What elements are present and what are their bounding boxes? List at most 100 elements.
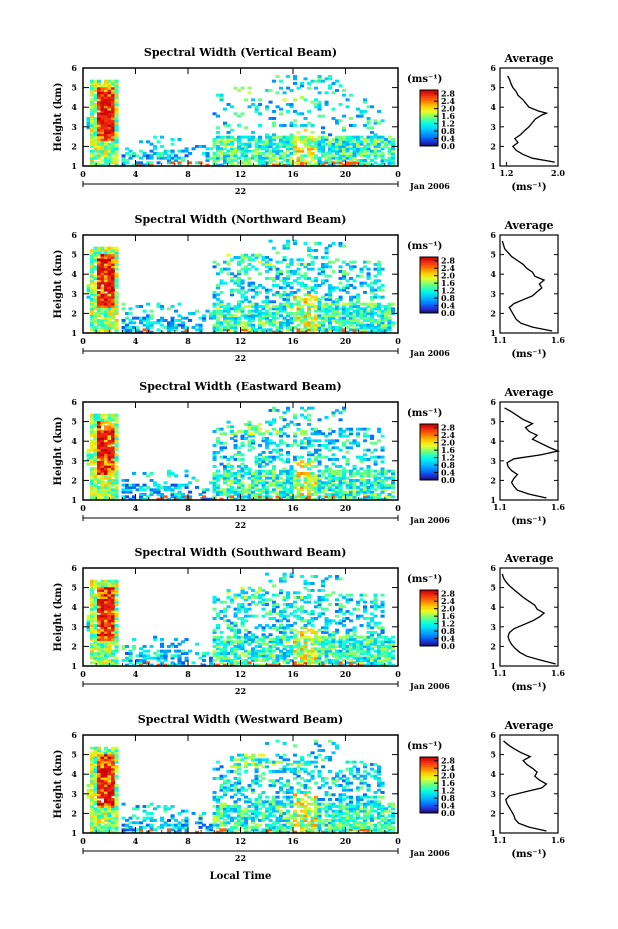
heatmap-cell [331, 163, 336, 167]
heatmap-cell [324, 619, 329, 623]
heatmap-cell [282, 135, 287, 139]
heatmap-cell [265, 659, 270, 662]
heatmap-cell [191, 661, 196, 665]
heatmap-cell [293, 621, 298, 625]
heatmap-cell [272, 427, 277, 431]
heatmap-cell [331, 260, 336, 264]
heatmap-cell [286, 638, 291, 641]
heatmap-cell [240, 488, 245, 492]
heatmap-cell [223, 161, 228, 165]
heatmap-cell [272, 279, 277, 283]
heatmap-cell [384, 486, 389, 489]
heatmap-cell [342, 138, 347, 141]
heatmap-cell [90, 312, 95, 315]
heatmap-cell [100, 479, 105, 482]
heatmap-cell [97, 444, 102, 447]
heatmap-cell [97, 432, 102, 436]
heatmap-cell [90, 107, 95, 111]
heatmap-cell [93, 260, 98, 264]
heatmap-cell [300, 497, 305, 501]
heatmap-cell [198, 328, 203, 332]
heatmap-cell [279, 652, 284, 655]
heatmap-cell [233, 307, 238, 311]
heatmap-cell [328, 427, 333, 431]
heatmap-cell [114, 121, 119, 125]
heatmap-cell [111, 635, 116, 639]
heatmap-cell [114, 89, 119, 92]
heatmap-cell [324, 455, 329, 459]
heatmap-cell [121, 330, 126, 334]
heatmap-cell [265, 270, 270, 273]
heatmap-cell [286, 246, 291, 250]
heatmap-cell [349, 265, 354, 269]
heatmap-cell [226, 663, 231, 667]
heatmap-cell [233, 439, 238, 443]
heatmap-cell [324, 142, 329, 146]
x-tick-label: 8 [185, 336, 191, 346]
heatmap-cell [307, 474, 312, 478]
heatmap-cell [125, 161, 130, 165]
heatmap-cell [104, 295, 109, 299]
heatmap-cell [247, 281, 252, 285]
heatmap-cell [296, 86, 301, 90]
heatmap-cell [184, 638, 189, 641]
heatmap-cell [342, 142, 347, 146]
heatmap-cell [114, 93, 119, 97]
heatmap-cell [307, 302, 312, 306]
heatmap-cell [111, 119, 116, 123]
heatmap-cell [160, 486, 165, 489]
heatmap-cell [286, 652, 291, 655]
heatmap-cell [114, 298, 119, 301]
heatmap-cell [303, 314, 308, 318]
heatmap-cell [261, 159, 266, 162]
heatmap-cell [258, 159, 263, 162]
heatmap-cell [170, 142, 175, 146]
heatmap-cell [237, 661, 242, 665]
heatmap-cell [100, 444, 105, 447]
heatmap-cell [289, 483, 294, 487]
heatmap-cell [258, 458, 263, 461]
heatmap-cell [86, 621, 91, 625]
heatmap-cell [111, 323, 116, 327]
heatmap-cell [114, 103, 119, 106]
heatmap-cell [125, 663, 130, 667]
heatmap-cell [272, 79, 277, 83]
heatmap-cell [342, 309, 347, 313]
heatmap-cell [272, 654, 277, 658]
heatmap-cell [100, 633, 105, 637]
heatmap-cell [111, 100, 116, 104]
heatmap-cell [289, 479, 294, 482]
heatmap-cell [321, 474, 326, 478]
heatmap-cell [97, 617, 102, 620]
heatmap-cell [111, 579, 116, 583]
heatmap-cell [275, 619, 280, 623]
heatmap-cell [111, 612, 116, 616]
heatmap-cell [114, 159, 119, 162]
heatmap-cell [282, 647, 287, 651]
heatmap-cell [93, 488, 98, 492]
heatmap-cell [314, 161, 319, 165]
heatmap-cell [170, 654, 175, 658]
heatmap-cell [345, 307, 350, 311]
heatmap-cell [237, 656, 242, 660]
heatmap-cell [261, 432, 266, 436]
heatmap-cell [219, 135, 224, 139]
heatmap-cell [107, 654, 112, 658]
heatmap-cell [223, 319, 228, 322]
heatmap-cell [345, 279, 350, 283]
colorbar-tick-label: 1.2 [441, 453, 455, 463]
heatmap-cell [233, 607, 238, 611]
heatmap-cell [282, 575, 287, 578]
heatmap-cell [366, 277, 371, 280]
heatmap-cell [303, 631, 308, 634]
heatmap-cell [275, 451, 280, 454]
heatmap-cell [233, 281, 238, 285]
heatmap-cell [286, 596, 291, 599]
heatmap-cell [272, 312, 277, 315]
heatmap-cell [230, 140, 235, 144]
heatmap-cell [268, 142, 273, 146]
heatmap-cell [261, 460, 266, 464]
heatmap-cell [272, 472, 277, 475]
heatmap-cell [97, 86, 102, 90]
